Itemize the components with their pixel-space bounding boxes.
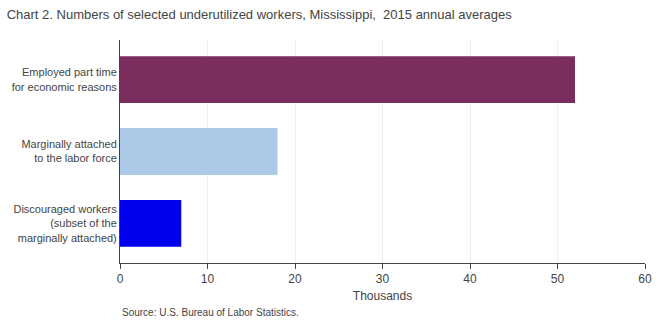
- svg-text:Employed part timefor economic: Employed part timefor economic reasons: [12, 66, 118, 92]
- svg-text:30: 30: [376, 272, 390, 286]
- svg-text:Discouraged workers(subset of: Discouraged workers(subset of themargina…: [13, 203, 117, 244]
- svg-text:20: 20: [288, 272, 302, 286]
- svg-text:60: 60: [638, 272, 652, 286]
- svg-text:0: 0: [117, 272, 124, 286]
- svg-text:10: 10: [201, 272, 215, 286]
- svg-text:40: 40: [463, 272, 477, 286]
- svg-text:Thousands: Thousands: [353, 289, 412, 303]
- svg-text:Chart 2. Numbers of selected u: Chart 2. Numbers of selected underutiliz…: [7, 7, 513, 22]
- svg-text:Marginally attachedto the labo: Marginally attachedto the labor force: [21, 138, 116, 164]
- svg-text:Source: U.S. Bureau of Labor S: Source: U.S. Bureau of Labor Statistics.: [122, 307, 299, 318]
- svg-text:50: 50: [551, 272, 565, 286]
